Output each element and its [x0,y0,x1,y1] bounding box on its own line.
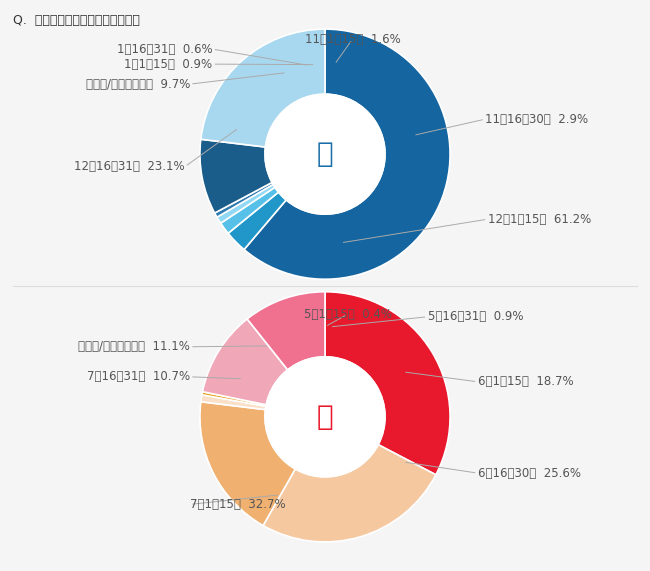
Text: 12月1～15日  61.2%: 12月1～15日 61.2% [488,213,591,226]
Text: 7月1～15日  32.7%: 7月1～15日 32.7% [190,498,285,511]
Text: 冬: 冬 [317,140,333,168]
Text: 5月16～31日  0.9%: 5月16～31日 0.9% [428,310,523,323]
Wedge shape [263,445,436,542]
Wedge shape [201,29,325,147]
Text: その他/覚えていない  11.1%: その他/覚えていない 11.1% [78,340,190,353]
Text: 11月1～15日  1.6%: 11月1～15日 1.6% [305,33,400,46]
Wedge shape [228,192,286,250]
Text: 6月1～15日  18.7%: 6月1～15日 18.7% [478,375,573,388]
Wedge shape [325,292,450,475]
Wedge shape [221,187,278,234]
Wedge shape [201,395,266,409]
Circle shape [265,94,385,214]
Text: 夏: 夏 [317,403,333,431]
Text: その他/覚えていない  9.7%: その他/覚えていない 9.7% [86,78,190,91]
Text: 7月16～31日  10.7%: 7月16～31日 10.7% [87,371,190,383]
Wedge shape [200,402,295,525]
Text: Q.  ボーナスの支給日はいつですか: Q. ボーナスの支給日はいつですか [13,14,140,27]
Text: 11月16～30日  2.9%: 11月16～30日 2.9% [485,112,588,126]
Wedge shape [202,392,266,406]
Text: 12月16～31日  23.1%: 12月16～31日 23.1% [74,160,185,173]
Wedge shape [214,182,273,217]
Wedge shape [203,319,288,405]
Wedge shape [247,292,325,370]
Wedge shape [244,29,450,279]
Text: 6月16～30日  25.6%: 6月16～30日 25.6% [478,467,580,480]
Wedge shape [217,184,275,223]
Text: 5月1～15日  0.4%: 5月1～15日 0.4% [304,308,391,321]
Circle shape [265,357,385,477]
Text: 1月16～31日  0.6%: 1月16～31日 0.6% [117,43,213,55]
Wedge shape [200,139,272,213]
Text: 1月1～15日  0.9%: 1月1～15日 0.9% [124,58,213,71]
